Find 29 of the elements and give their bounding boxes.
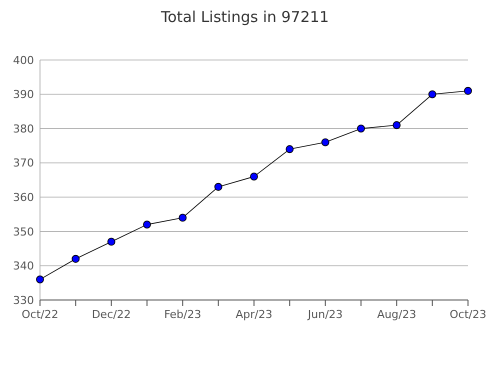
- y-tick-label: 360: [13, 190, 34, 204]
- point: [286, 145, 294, 154]
- point: [36, 275, 44, 284]
- point: [357, 124, 365, 133]
- point: [250, 172, 258, 181]
- point: [178, 214, 187, 222]
- point: [392, 121, 401, 130]
- y-tick-label: 330: [13, 294, 34, 307]
- x-tick-label: Dec/22: [92, 308, 131, 321]
- y-tick-label: 390: [13, 88, 34, 102]
- point: [107, 238, 116, 246]
- point: [321, 138, 330, 146]
- x-tick-label: Feb/23: [164, 308, 202, 321]
- x-tick-label: Jun/23: [306, 308, 343, 321]
- point: [428, 90, 436, 98]
- point: [143, 220, 151, 229]
- chart-title: Total Listings in 97211: [160, 8, 329, 26]
- x-tick-label: Apr/23: [236, 308, 272, 321]
- point: [72, 254, 80, 263]
- point: [464, 86, 472, 95]
- y-tick-label: 340: [13, 260, 34, 273]
- x-tick-label: Aug/23: [377, 308, 416, 321]
- point: [214, 182, 222, 191]
- x-tick-label: Oct/22: [22, 308, 58, 321]
- x-tick-label: Oct/23: [450, 308, 486, 321]
- y-tick-label: 370: [13, 156, 34, 170]
- y-tick-label: 350: [13, 225, 34, 238]
- y-tick-label: 380: [13, 122, 34, 136]
- y-tick-label: 400: [13, 54, 34, 67]
